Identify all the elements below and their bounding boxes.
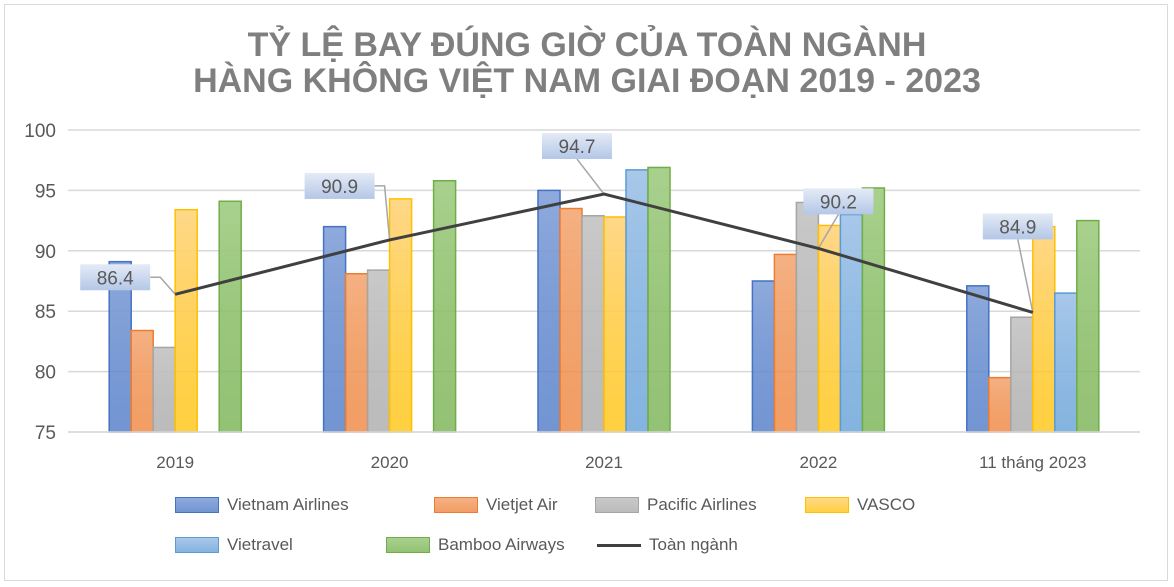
bar-pacific-airlines [1010, 316, 1034, 433]
x-tick-label: 2022 [799, 453, 837, 472]
legend-swatch [175, 497, 219, 513]
bar-bamboo-airways [1076, 219, 1100, 433]
legend-swatch [805, 497, 849, 513]
bar-vasco [388, 198, 413, 433]
bar-vietravel [625, 169, 649, 433]
y-tick-label: 95 [35, 181, 56, 202]
data-label-box [982, 213, 1053, 240]
bar-bamboo-airways [432, 179, 457, 433]
bar-vietnam-airlines [322, 225, 347, 433]
data-label: 90.9 [321, 177, 358, 198]
y-tick-label: 90 [35, 242, 56, 263]
legend-label: Vietravel [227, 535, 293, 554]
legend-swatch [595, 497, 639, 513]
legend-item: Toàn ngành [597, 535, 738, 555]
data-label-box [803, 188, 874, 215]
legend-swatch [386, 537, 430, 553]
legend-swatch [175, 537, 219, 553]
legend-item: Pacific Airlines [595, 495, 757, 515]
data-label: 90.2 [820, 192, 857, 213]
x-tick-label: 2019 [156, 453, 194, 472]
x-tick-label: 11 tháng 2023 [979, 453, 1086, 472]
bar-pacific-airlines [581, 215, 605, 433]
legend-item: Vietnam Airlines [175, 495, 349, 515]
legend-item: Vietravel [175, 535, 293, 555]
y-tick-label: 75 [35, 423, 56, 444]
chart-title-line-1: TỶ LỆ BAY ĐÚNG GIỜ CỦA TOÀN NGÀNH [247, 26, 927, 64]
legend-label: Bamboo Airways [438, 535, 565, 554]
bar-vietravel [1054, 292, 1078, 433]
bar-vietjet-air [344, 273, 369, 433]
y-tick-label: 80 [35, 363, 56, 384]
legend-label: Vietnam Airlines [227, 495, 349, 514]
bar-vietravel [839, 213, 864, 433]
callout-leader [817, 214, 840, 249]
callout-leader [576, 158, 605, 195]
bar-bamboo-airways [218, 200, 242, 433]
bar-bamboo-airways [861, 187, 886, 433]
legend-label: Pacific Airlines [647, 495, 757, 514]
bar-vietnam-airlines [537, 189, 561, 433]
callout-leader [150, 276, 176, 295]
data-label: 84.9 [999, 217, 1036, 238]
legend-item: Bamboo Airways [386, 535, 565, 555]
bar-pacific-airlines [152, 346, 176, 433]
line-toan-nganh [174, 192, 1034, 314]
bar-vasco [603, 216, 627, 433]
y-tick-label: 100 [24, 121, 56, 142]
bar-pacific-airlines [366, 269, 391, 433]
data-label-box [80, 264, 151, 291]
legend-swatch [434, 497, 478, 513]
callout-leader [1017, 239, 1034, 313]
legend-item: VASCO [805, 495, 915, 515]
legend-label: VASCO [857, 495, 916, 514]
bar-vasco [817, 224, 842, 433]
data-label-box [542, 133, 612, 160]
bar-vietnam-airlines [966, 285, 990, 433]
legend-label: Toàn ngành [649, 535, 738, 554]
x-tick-label: 2020 [371, 453, 409, 472]
chart-title-line-2: HÀNG KHÔNG VIỆT NAM GIAI ĐOẠN 2019 - 202… [193, 62, 981, 100]
data-label: 86.4 [97, 268, 134, 289]
bar-vietjet-air [773, 253, 798, 433]
data-label: 94.7 [559, 137, 596, 158]
legend-label: Vietjet Air [486, 495, 558, 514]
x-tick-label: 2021 [585, 453, 623, 472]
legend-item: Vietjet Air [434, 495, 558, 515]
bar-pacific-airlines [795, 201, 820, 433]
bar-vietnam-airlines [751, 280, 776, 433]
y-tick-label: 85 [35, 302, 56, 323]
data-label-box [304, 172, 375, 199]
bar-vietjet-air [559, 207, 583, 433]
bar-vasco [174, 208, 198, 433]
callout-leader [374, 185, 391, 240]
bar-vietjet-air [130, 329, 154, 433]
chart-frame [4, 4, 1168, 581]
bar-vasco [1032, 225, 1056, 433]
legend-line-swatch [597, 543, 641, 547]
bar-vietjet-air [988, 376, 1012, 433]
